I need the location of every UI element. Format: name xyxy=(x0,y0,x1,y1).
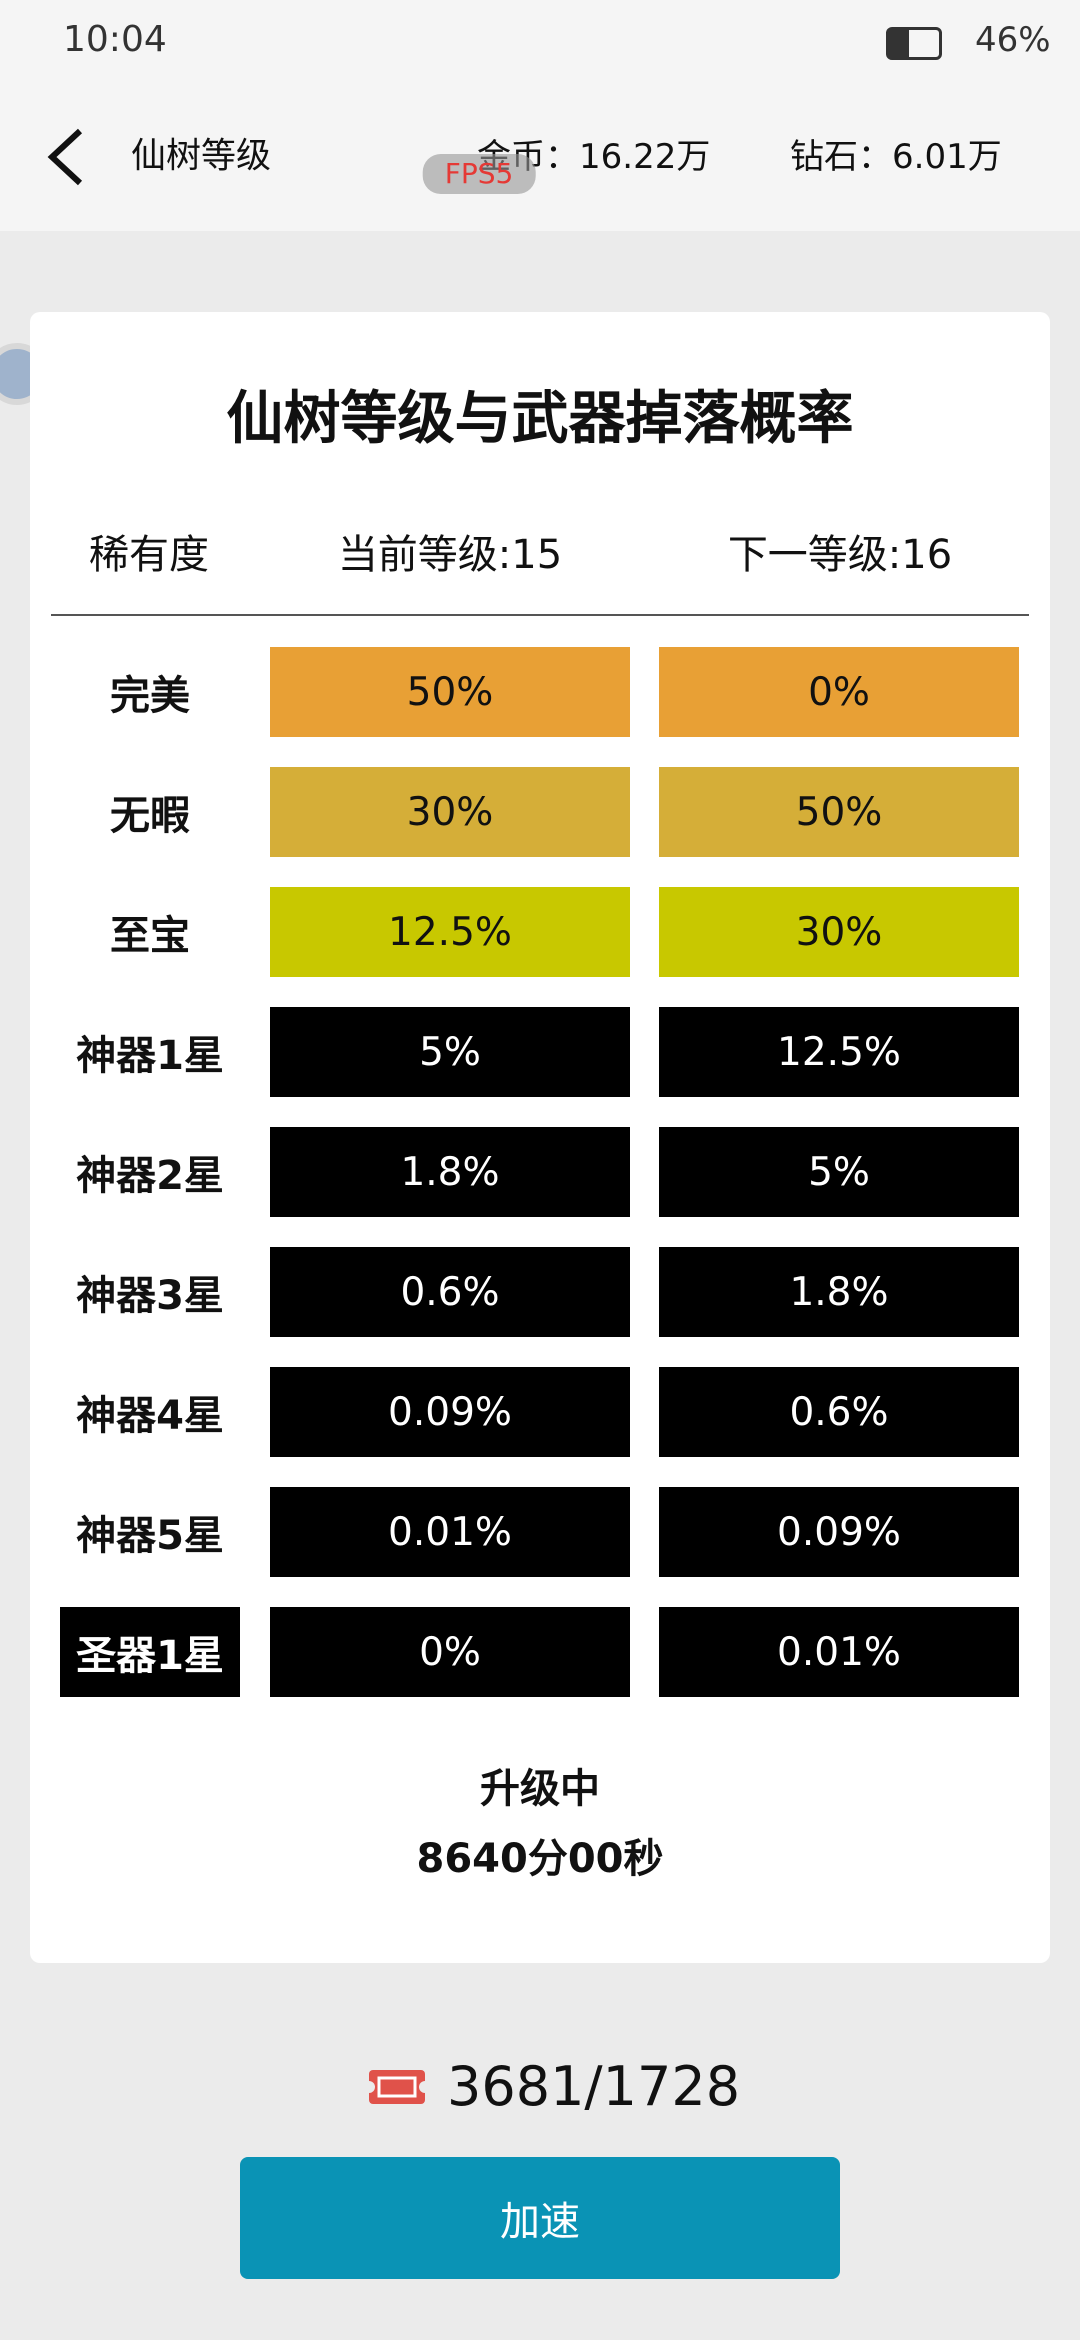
next-rate: 0.09% xyxy=(659,1487,1019,1577)
next-rate: 5% xyxy=(659,1127,1019,1217)
next-rate: 30% xyxy=(659,887,1019,977)
next-rate: 12.5% xyxy=(659,1007,1019,1097)
timer: 8640分00秒 xyxy=(416,1836,664,1882)
column-header: 稀有度 xyxy=(89,532,209,578)
ticket-count: 3681/1728 xyxy=(447,2055,741,2118)
row-label: 神器4星 xyxy=(76,1393,224,1439)
ticket-icon xyxy=(367,2070,427,2104)
row-label: 至宝 xyxy=(110,913,190,959)
diamonds: 钻石：6.01万 xyxy=(790,137,1002,177)
row-label: 神器3星 xyxy=(76,1273,224,1319)
current-rate: 5% xyxy=(270,1007,630,1097)
battery-icon xyxy=(886,27,942,60)
current-rate: 30% xyxy=(270,767,630,857)
column-header: 下一等级:16 xyxy=(727,532,953,578)
clock: 10:04 xyxy=(63,19,167,60)
current-rate: 0% xyxy=(270,1607,630,1697)
current-rate: 0.6% xyxy=(270,1247,630,1337)
battery: 46% xyxy=(975,20,1051,60)
back-button[interactable] xyxy=(44,127,88,187)
column-header: 当前等级:15 xyxy=(337,532,563,578)
current-rate: 1.8% xyxy=(270,1127,630,1217)
current-rate: 0.09% xyxy=(270,1367,630,1457)
next-rate: 0.6% xyxy=(659,1367,1019,1457)
row-label: 神器5星 xyxy=(76,1513,224,1559)
next-rate: 0.01% xyxy=(659,1607,1019,1697)
next-rate: 1.8% xyxy=(659,1247,1019,1337)
next-rate: 50% xyxy=(659,767,1019,857)
card-title: 仙树等级与武器掉落概率 xyxy=(226,385,854,452)
divider xyxy=(51,614,1029,616)
row-label: 神器1星 xyxy=(76,1033,224,1079)
current-rate: 0.01% xyxy=(270,1487,630,1577)
row-label: 圣器1星 xyxy=(60,1607,240,1697)
fps-overlay: FPS5 xyxy=(422,154,536,194)
row-label: 完美 xyxy=(110,673,190,719)
row-label: 无暇 xyxy=(110,793,190,839)
current-rate: 12.5% xyxy=(270,887,630,977)
status: 升级中 xyxy=(480,1766,600,1812)
next-rate: 0% xyxy=(659,647,1019,737)
current-rate: 50% xyxy=(270,647,630,737)
page-title: 仙树等级 xyxy=(131,136,272,177)
row-label: 神器2星 xyxy=(76,1153,224,1199)
speed-up-button[interactable]: 加速 xyxy=(240,2157,840,2279)
